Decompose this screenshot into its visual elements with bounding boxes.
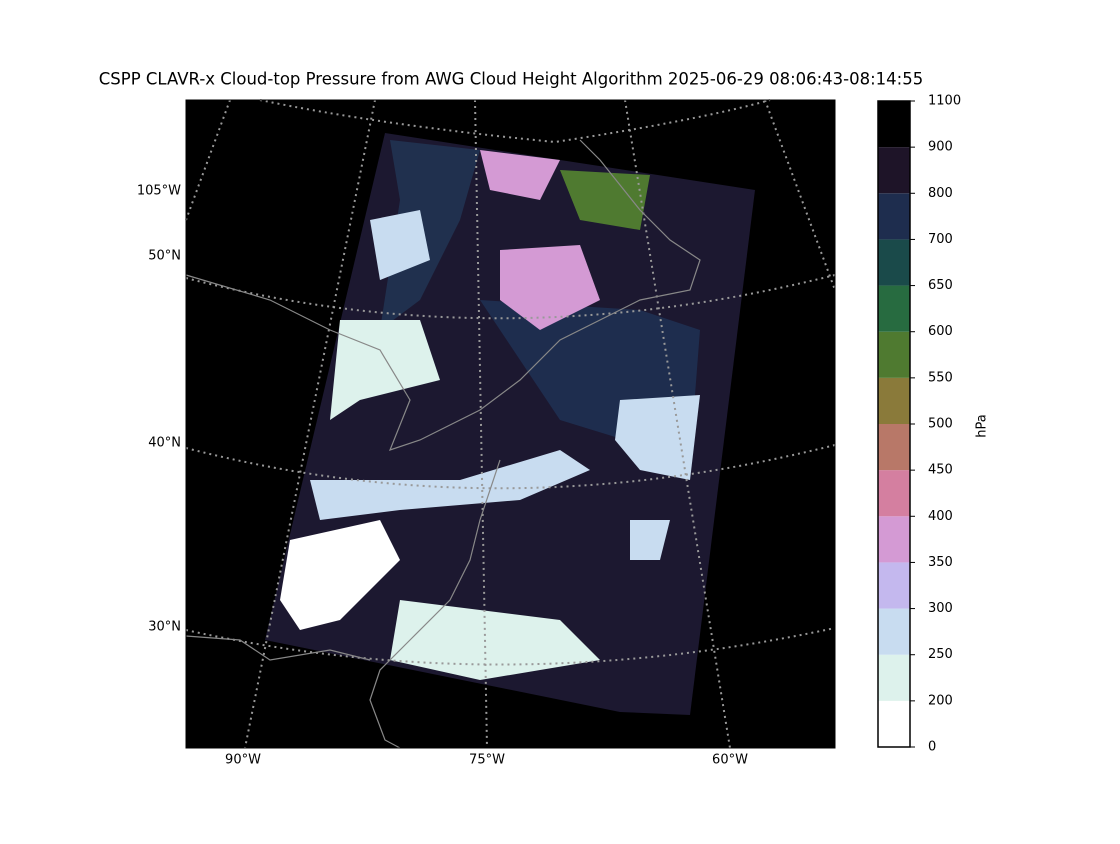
cloud [390, 600, 600, 680]
colorbar-tick-label: 450 [928, 463, 953, 478]
colorbar-tick-label: 0 [928, 740, 936, 755]
colorbar-tick-label: 650 [928, 278, 953, 293]
coastline [185, 139, 701, 451]
colorbar-tick-label: 700 [928, 232, 953, 247]
colorbar-tick-label: 600 [928, 324, 953, 339]
graticule [764, 99, 836, 291]
colorbar-segment [878, 101, 910, 148]
colorbar-segment [878, 516, 910, 563]
cloud [615, 395, 700, 480]
colorbar-segment [878, 654, 910, 701]
colorbar-label: hPa [975, 414, 990, 437]
cloud [310, 450, 590, 520]
cloud [480, 150, 560, 200]
colorbar-tick-label: 800 [928, 186, 953, 201]
cloud [380, 140, 480, 330]
colorbar-tick-label: 300 [928, 601, 953, 616]
colorbar-segment [878, 239, 910, 286]
colorbar-segment [878, 147, 910, 194]
colorbar-tick-label: 1100 [928, 94, 961, 109]
colorbar-segment [878, 470, 910, 517]
colorbar-tick-label: 350 [928, 555, 953, 570]
map [185, 99, 836, 749]
title: CSPP CLAVR-x Cloud-top Pressure from AWG… [99, 70, 923, 89]
cloud [330, 320, 440, 420]
graticule [185, 444, 836, 490]
colorbar-segment [878, 377, 910, 424]
cloud [560, 170, 650, 230]
colorbar-segment [878, 608, 910, 655]
coastline [185, 635, 371, 661]
colorbar-segment [878, 562, 910, 609]
lat-label: 40°N [148, 436, 181, 451]
colorbar-tick-label: 250 [928, 647, 953, 662]
coastline [369, 459, 501, 749]
colorbar-segment [878, 700, 910, 747]
colorbar-tick-label: 500 [928, 417, 953, 432]
lon-label: 60°W [712, 753, 748, 768]
lat-label: 105°W [137, 184, 181, 199]
cloud [280, 520, 400, 630]
colorbar-segment [878, 285, 910, 332]
graticule [624, 99, 731, 749]
colorbar-tick-label: 200 [928, 693, 953, 708]
colorbar-tick-label: 400 [928, 509, 953, 524]
cloud [630, 520, 670, 560]
lat-label: 30°N [148, 620, 181, 635]
graticule [259, 99, 771, 144]
graticule [185, 627, 836, 666]
lon-label: 90°W [225, 753, 261, 768]
graticule [185, 274, 836, 320]
map-frame [185, 99, 836, 749]
colorbar-segment [878, 424, 910, 471]
colorbar-segment [878, 331, 910, 378]
lon-label: 75°W [469, 753, 505, 768]
graticule [244, 99, 376, 749]
colorbar-tick-label: 550 [928, 370, 953, 385]
cloud [370, 210, 430, 280]
graticule [474, 99, 488, 749]
lat-label: 50°N [148, 249, 181, 264]
colorbar-segment [878, 193, 910, 240]
cloud [500, 245, 600, 330]
colorbar-tick-label: 900 [928, 140, 953, 155]
